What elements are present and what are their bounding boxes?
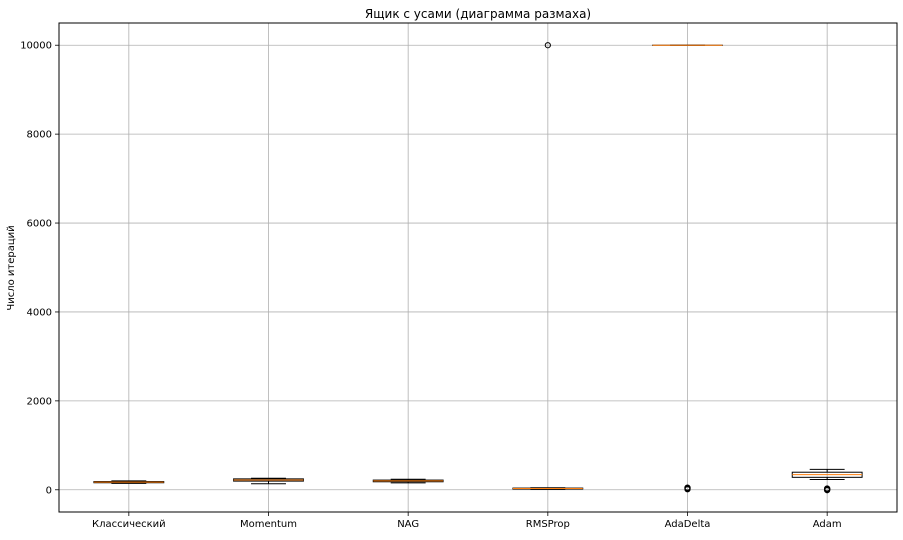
box-layer — [94, 43, 862, 493]
x-tick-label: RMSProp — [526, 519, 570, 530]
x-tick-label: NAG — [397, 519, 419, 530]
chart-title: Ящик с усами (диаграмма размаха) — [365, 7, 591, 21]
y-tick-label: 8000 — [27, 130, 52, 141]
y-tick-label: 4000 — [27, 307, 52, 318]
y-axis-label: Число итераций — [6, 225, 17, 310]
x-tick-label: Momentum — [240, 519, 297, 530]
box-1 — [234, 478, 304, 483]
y-tick-label: 10000 — [20, 41, 52, 52]
box-0 — [94, 481, 164, 483]
y-tick-label: 0 — [46, 485, 52, 496]
y-tick-label: 6000 — [27, 219, 52, 230]
box-2 — [373, 479, 443, 483]
y-tick-label: 2000 — [27, 396, 52, 407]
x-tick-label: Классический — [92, 519, 166, 530]
x-tick-label: AdaDelta — [665, 519, 711, 530]
x-tick-label: Adam — [813, 519, 842, 530]
plot-frame — [59, 23, 897, 512]
tick-layer: 0 2000 4000 6000 8000 10000 Классический Moment… — [20, 41, 841, 530]
grid-layer — [59, 23, 897, 512]
